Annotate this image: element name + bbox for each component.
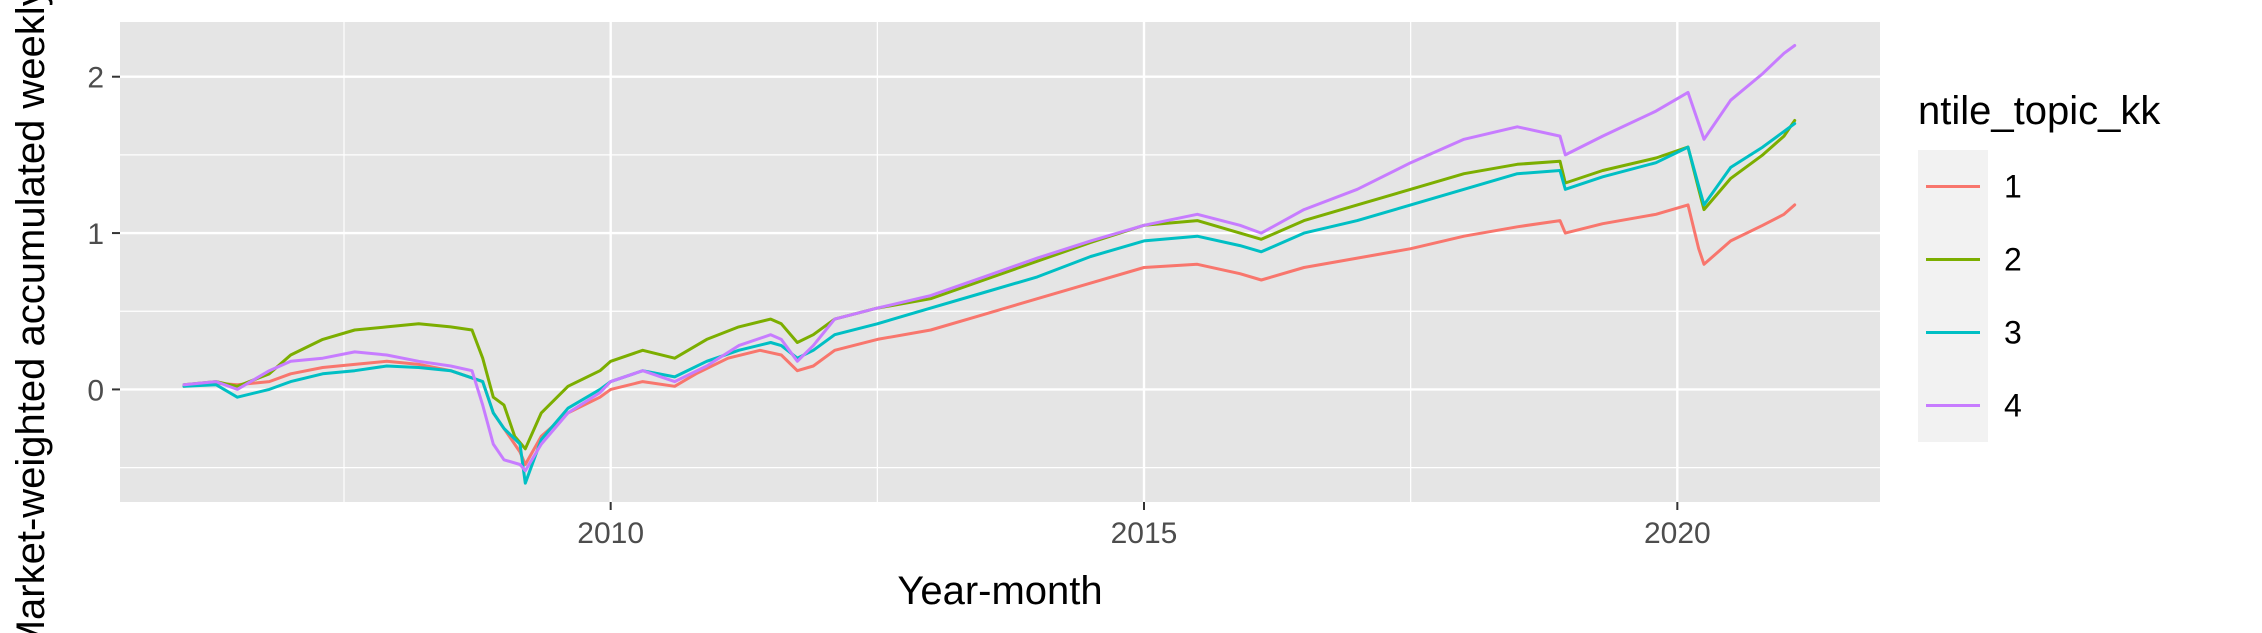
y-tick-label: 0 bbox=[87, 374, 104, 407]
gridlines bbox=[120, 22, 1880, 502]
x-axis: 2010 2015 2020 bbox=[577, 502, 1711, 550]
plot-panel bbox=[120, 22, 1880, 502]
x-tick-label: 2010 bbox=[577, 517, 644, 550]
legend: ntile_topic_kk 1 2 3 4 bbox=[1918, 89, 2161, 442]
legend-label: 2 bbox=[2004, 242, 2022, 278]
series-lines bbox=[182, 44, 1797, 485]
y-tick-label: 2 bbox=[87, 62, 104, 95]
x-tick-label: 2020 bbox=[1644, 517, 1711, 550]
series-line-4 bbox=[182, 44, 1797, 473]
y-axis: 0 1 2 bbox=[87, 62, 120, 407]
x-axis-title: Year-month bbox=[897, 569, 1102, 613]
legend-label: 3 bbox=[2004, 315, 2022, 351]
series-line-3 bbox=[182, 122, 1797, 485]
legend-title: ntile_topic_kk bbox=[1918, 89, 2161, 133]
legend-label: 1 bbox=[2004, 169, 2022, 205]
y-tick-label: 1 bbox=[87, 218, 104, 251]
legend-label: 4 bbox=[2004, 388, 2022, 424]
series-line-2 bbox=[182, 119, 1797, 451]
x-tick-label: 2015 bbox=[1111, 517, 1178, 550]
y-axis-title: Market-weighted accumulated weekly retur… bbox=[9, 0, 53, 633]
